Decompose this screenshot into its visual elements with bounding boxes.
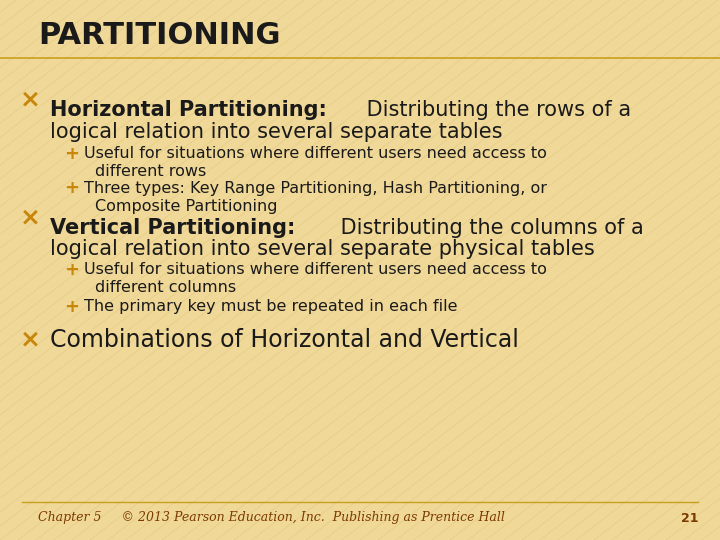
Text: The primary key must be repeated in each file: The primary key must be repeated in each… — [84, 300, 457, 314]
Text: ×: × — [19, 206, 40, 230]
Text: different rows: different rows — [95, 165, 206, 179]
Text: Chapter 5     © 2013 Pearson Education, Inc.  Publishing as Prentice Hall: Chapter 5 © 2013 Pearson Education, Inc.… — [38, 511, 505, 524]
Text: +: + — [65, 298, 79, 316]
Text: different columns: different columns — [95, 280, 236, 295]
Text: 21: 21 — [680, 511, 698, 524]
Text: ×: × — [19, 328, 40, 352]
Text: +: + — [65, 145, 79, 163]
Text: +: + — [65, 179, 79, 197]
Text: logical relation into several separate tables: logical relation into several separate t… — [50, 122, 503, 142]
Text: Useful for situations where different users need access to: Useful for situations where different us… — [84, 146, 547, 161]
Text: Combinations of Horizontal and Vertical: Combinations of Horizontal and Vertical — [50, 328, 519, 352]
Text: Horizontal Partitioning:: Horizontal Partitioning: — [50, 100, 327, 120]
Text: logical relation into several separate physical tables: logical relation into several separate p… — [50, 239, 595, 259]
Text: Distributing the columns of a: Distributing the columns of a — [334, 218, 644, 238]
Text: Composite Partitioning: Composite Partitioning — [95, 199, 277, 213]
Text: PARTITIONING: PARTITIONING — [38, 21, 281, 50]
Text: Useful for situations where different users need access to: Useful for situations where different us… — [84, 262, 547, 278]
Text: +: + — [65, 261, 79, 279]
Text: ×: × — [19, 87, 40, 111]
Text: Distributing the rows of a: Distributing the rows of a — [360, 100, 631, 120]
Text: Vertical Partitioning:: Vertical Partitioning: — [50, 218, 295, 238]
Text: Three types: Key Range Partitioning, Hash Partitioning, or: Three types: Key Range Partitioning, Has… — [84, 180, 547, 195]
